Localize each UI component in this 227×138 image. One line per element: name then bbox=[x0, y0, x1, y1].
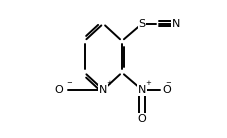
Text: +: + bbox=[145, 80, 151, 86]
Text: S: S bbox=[138, 19, 145, 29]
Text: O: O bbox=[161, 85, 170, 95]
Text: N: N bbox=[99, 85, 107, 95]
Text: O: O bbox=[137, 114, 146, 124]
Text: −: − bbox=[66, 80, 72, 86]
Text: +: + bbox=[106, 80, 112, 86]
Text: −: − bbox=[165, 80, 170, 86]
Text: O: O bbox=[54, 85, 63, 95]
Text: N: N bbox=[137, 85, 146, 95]
Text: N: N bbox=[171, 19, 180, 29]
